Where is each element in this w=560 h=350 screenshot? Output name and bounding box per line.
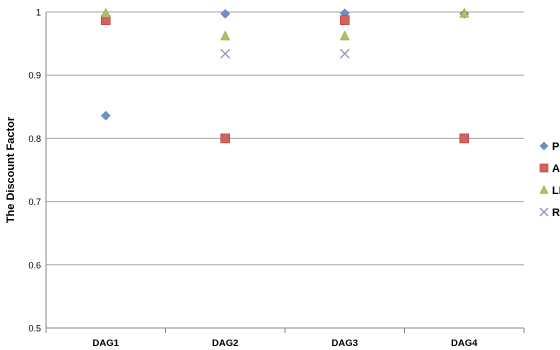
x-tick-label: DAG2	[212, 338, 238, 349]
data-points	[100, 7, 470, 144]
x-tick-label: DAG4	[451, 338, 478, 349]
x-tick-label: DAG3	[332, 338, 358, 349]
y-tick-label: 0.7	[28, 197, 41, 207]
legend-label: PC	[552, 141, 560, 153]
point-ri	[220, 48, 231, 59]
y-tick-labels: 0.5 0.6 0.7 0.8 0.9 1	[28, 8, 41, 334]
point-lp	[220, 30, 231, 41]
legend-label: LP	[552, 185, 560, 197]
x-axis	[45, 12, 525, 333]
point-ai	[220, 133, 231, 144]
point-lp	[459, 7, 470, 18]
legend-marker-ri	[539, 207, 549, 217]
y-tick-label: 1	[36, 8, 41, 18]
point-lp	[100, 7, 111, 18]
legend-marker-ai	[539, 163, 549, 173]
point-pc	[220, 9, 231, 19]
legend-label: AI	[552, 163, 560, 175]
legend-label: RI	[552, 207, 560, 219]
x-stroke	[339, 48, 350, 59]
point-ri	[339, 48, 350, 59]
point-pc	[100, 110, 111, 121]
legend-marker-lp	[539, 184, 549, 194]
x-tick-labels: DAG1 DAG2 DAG3 DAG4	[93, 338, 479, 349]
y-tick-label: 0.6	[28, 260, 41, 270]
y-tick-label: 0.9	[28, 71, 41, 81]
y-axis-label: The Discount Factor	[5, 116, 17, 223]
legend: PC AI LP RI	[539, 141, 560, 219]
x-tick-label: DAG1	[93, 338, 120, 349]
point-ai	[339, 15, 350, 26]
legend-marker-pc	[539, 141, 549, 151]
y-tick-label: 0.8	[28, 134, 41, 144]
y-tick-label: 0.5	[28, 324, 41, 334]
point-lp	[339, 30, 350, 41]
point-ai	[459, 133, 470, 144]
x-stroke	[539, 207, 549, 217]
gridlines	[46, 11, 524, 329]
x-stroke	[220, 48, 231, 59]
